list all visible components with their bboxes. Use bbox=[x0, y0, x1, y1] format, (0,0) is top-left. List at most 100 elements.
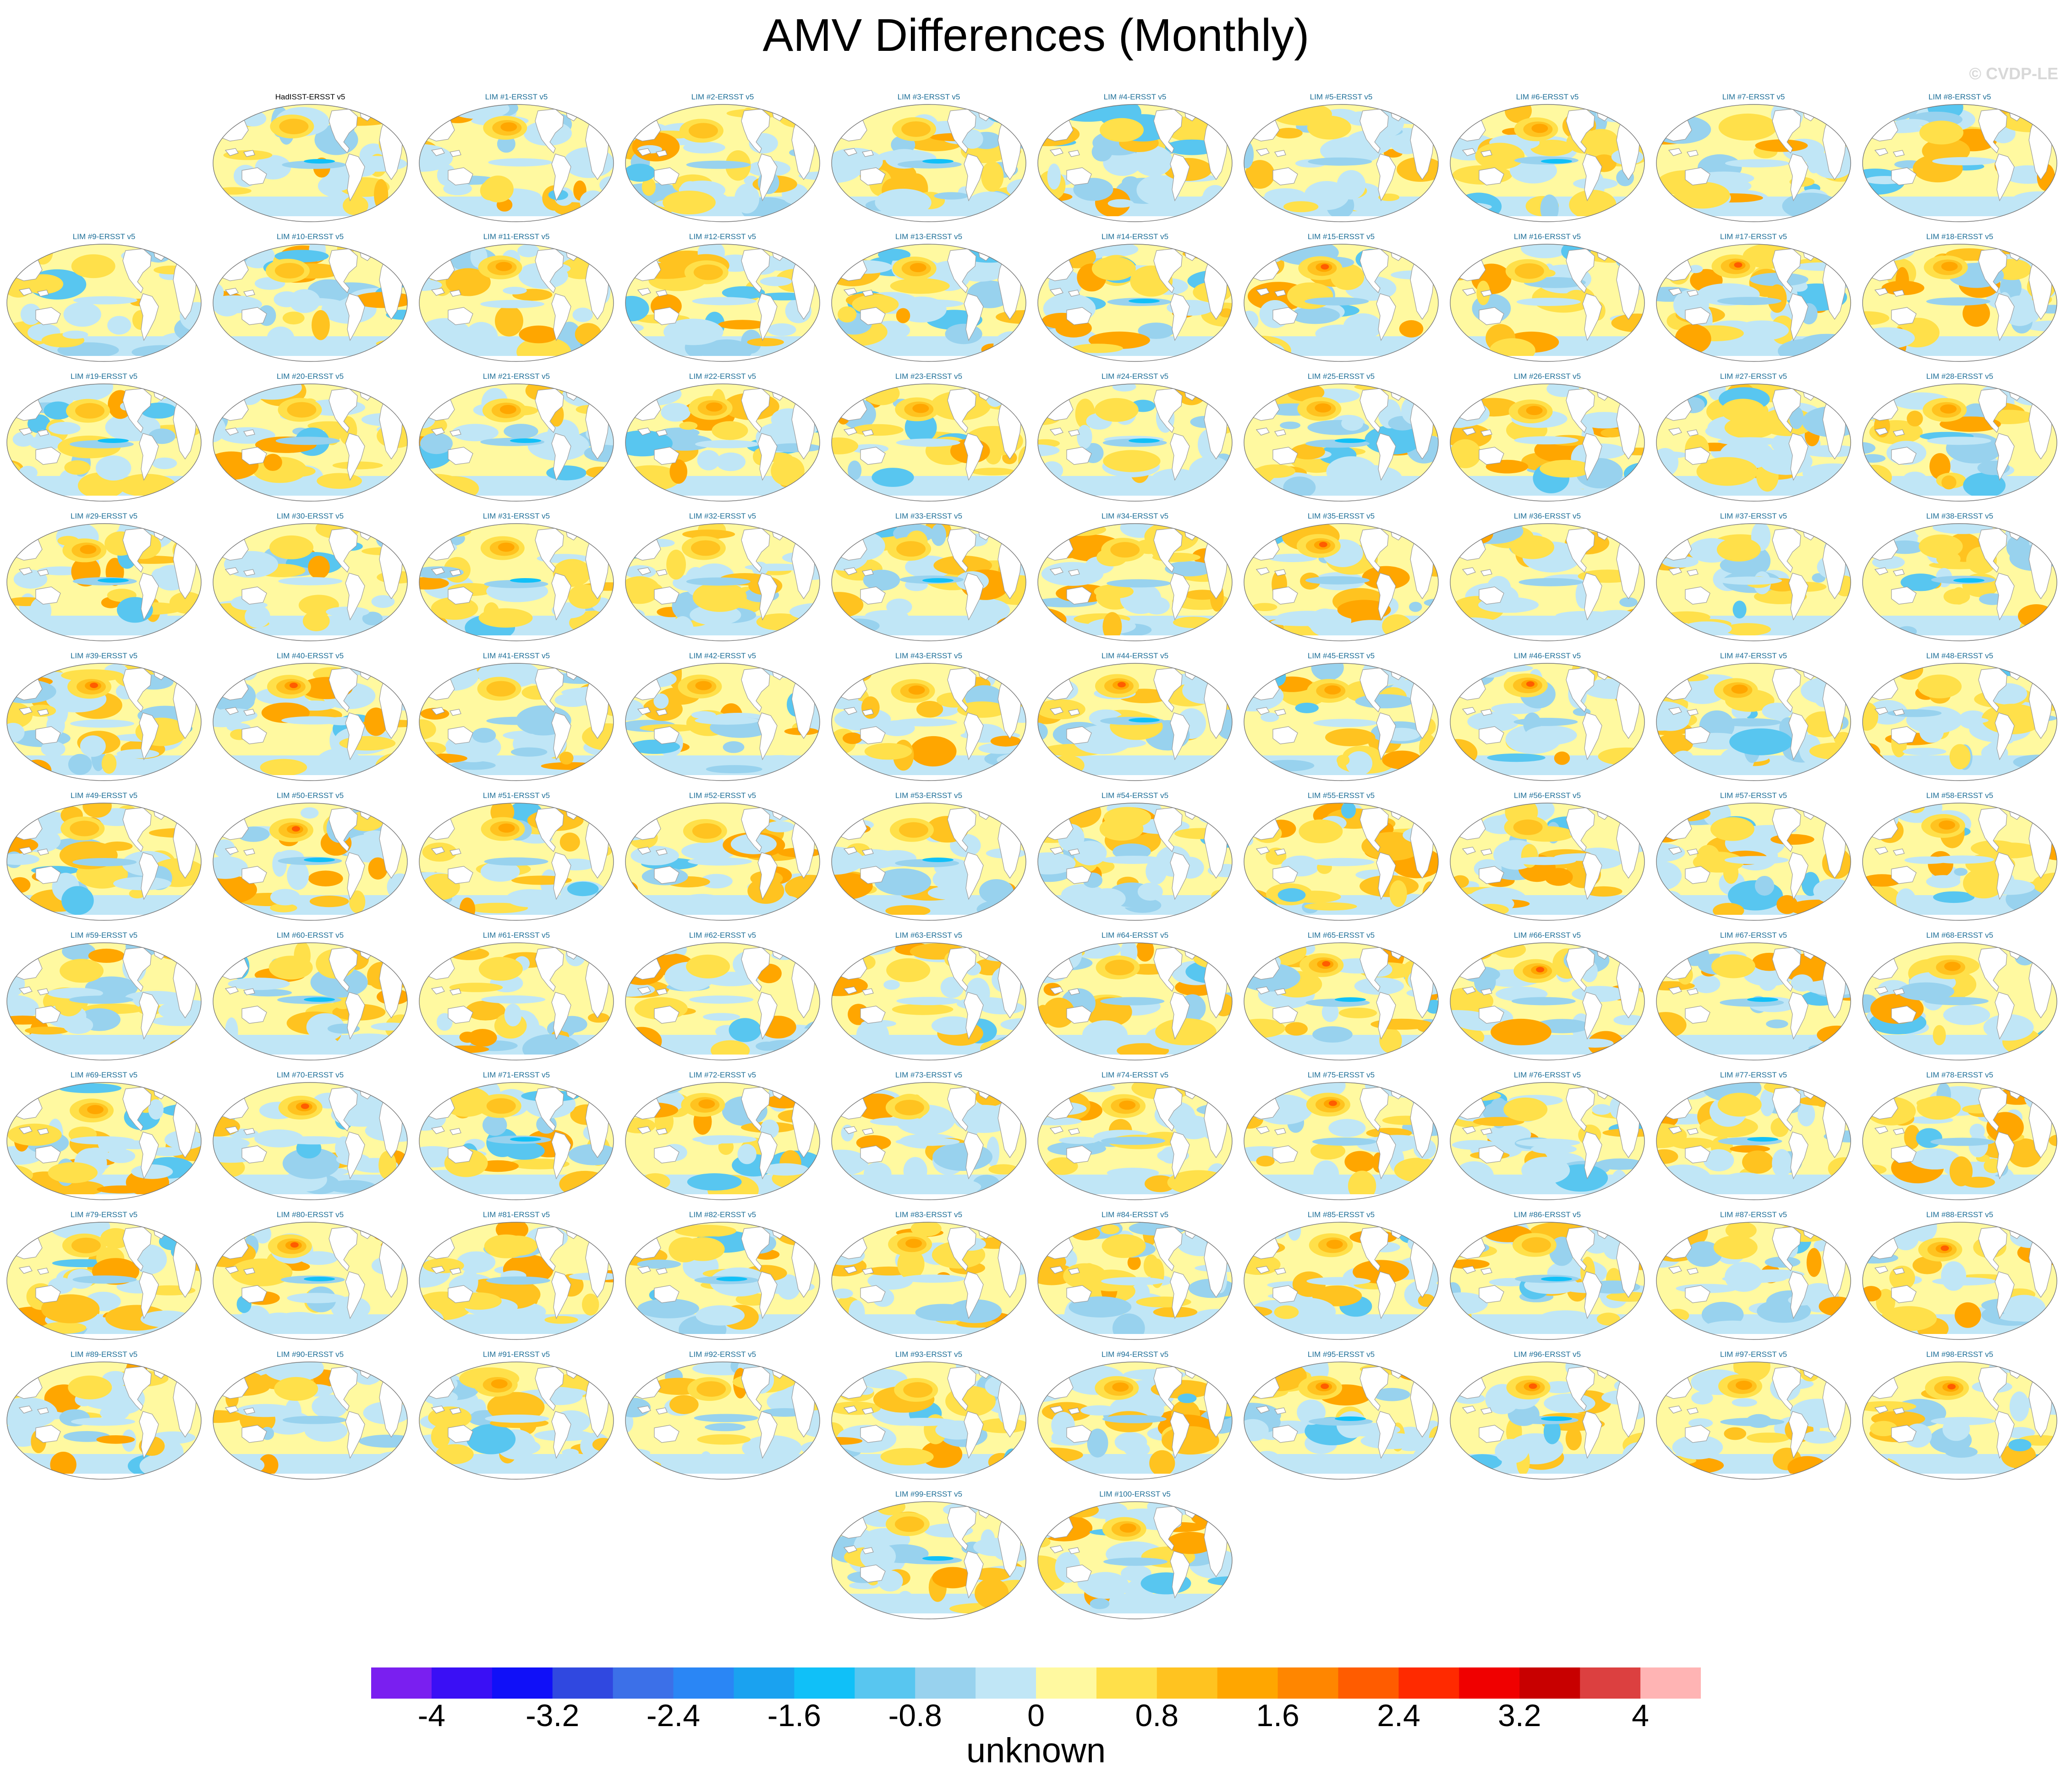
map-panel: LIM #14-ERSST v5 bbox=[1036, 232, 1233, 365]
anomaly-map bbox=[1037, 523, 1233, 641]
colorbar: -4 -3.2 -2.4 -1.6 -0.8 0 0.8 1.6 2.4 3.2 4 bbox=[371, 1667, 1701, 1732]
anomaly-map bbox=[1656, 663, 1851, 781]
map-panel: LIM #80-ERSST v5 bbox=[212, 1210, 409, 1343]
panel-title: LIM #97-ERSST v5 bbox=[1720, 1350, 1787, 1359]
anomaly-map bbox=[1037, 383, 1233, 502]
anomaly-map bbox=[6, 942, 202, 1060]
colorbar-box bbox=[431, 1667, 493, 1699]
panel-title: LIM #27-ERSST v5 bbox=[1720, 372, 1787, 381]
panel-title: LIM #82-ERSST v5 bbox=[689, 1210, 756, 1219]
panel-title: LIM #92-ERSST v5 bbox=[689, 1350, 756, 1359]
panel-title: LIM #94-ERSST v5 bbox=[1101, 1350, 1169, 1359]
colorbar-box bbox=[492, 1667, 553, 1699]
panel-title: LIM #20-ERSST v5 bbox=[276, 372, 344, 381]
map-panel: LIM #7-ERSST v5 bbox=[1655, 93, 1852, 225]
map-panel: LIM #96-ERSST v5 bbox=[1449, 1350, 1646, 1483]
panel-title: LIM #72-ERSST v5 bbox=[689, 1071, 756, 1079]
colorbar-box bbox=[855, 1667, 915, 1699]
anomaly-map bbox=[1244, 1361, 1439, 1480]
anomaly-map bbox=[213, 803, 408, 921]
anomaly-map bbox=[1862, 104, 2057, 222]
anomaly-map bbox=[6, 1082, 202, 1200]
map-panel: LIM #20-ERSST v5 bbox=[212, 372, 409, 505]
anomaly-map bbox=[6, 244, 202, 362]
panel-title: LIM #60-ERSST v5 bbox=[276, 931, 344, 940]
colorbar-tick-label: 2.4 bbox=[1377, 1698, 1420, 1732]
map-panel: LIM #29-ERSST v5 bbox=[5, 512, 203, 645]
map-panel: LIM #73-ERSST v5 bbox=[830, 1071, 1027, 1203]
colorbar-box bbox=[552, 1667, 614, 1699]
map-panel: LIM #76-ERSST v5 bbox=[1449, 1071, 1646, 1203]
anomaly-map bbox=[831, 1222, 1026, 1340]
map-panel: LIM #57-ERSST v5 bbox=[1655, 791, 1852, 924]
panel-title: LIM #48-ERSST v5 bbox=[1926, 651, 1994, 660]
panel-title: LIM #13-ERSST v5 bbox=[895, 232, 963, 241]
map-panel: LIM #22-ERSST v5 bbox=[624, 372, 821, 505]
anomaly-map bbox=[1656, 104, 1851, 222]
panel-title: LIM #95-ERSST v5 bbox=[1307, 1350, 1375, 1359]
panel-title: LIM #78-ERSST v5 bbox=[1926, 1071, 1994, 1079]
anomaly-map bbox=[6, 803, 202, 921]
colorbar-tick-label: 1.6 bbox=[1256, 1698, 1299, 1732]
anomaly-map bbox=[831, 803, 1026, 921]
anomaly-map bbox=[213, 1082, 408, 1200]
panel-title: LIM #51-ERSST v5 bbox=[482, 791, 550, 800]
map-panel: LIM #69-ERSST v5 bbox=[5, 1071, 203, 1203]
anomaly-map bbox=[419, 1222, 614, 1340]
anomaly-map bbox=[1244, 942, 1439, 1060]
anomaly-map bbox=[1037, 1501, 1233, 1619]
panel-title: LIM #38-ERSST v5 bbox=[1926, 512, 1994, 520]
map-panel: LIM #64-ERSST v5 bbox=[1036, 931, 1233, 1064]
panel-title: LIM #25-ERSST v5 bbox=[1307, 372, 1375, 381]
panel-title: LIM #83-ERSST v5 bbox=[895, 1210, 963, 1219]
colorbar-box bbox=[1157, 1667, 1218, 1699]
map-panel: LIM #18-ERSST v5 bbox=[1861, 232, 2058, 365]
colorbar-tick-label: -4 bbox=[418, 1698, 445, 1732]
anomaly-map bbox=[1450, 663, 1645, 781]
anomaly-map bbox=[1450, 104, 1645, 222]
anomaly-map bbox=[625, 1222, 820, 1340]
colorbar-tick-label: 4 bbox=[1632, 1698, 1649, 1732]
panel-title: LIM #4-ERSST v5 bbox=[1103, 93, 1167, 101]
anomaly-map bbox=[1037, 244, 1233, 362]
colorbar-tick-label: -3.2 bbox=[526, 1698, 579, 1732]
anomaly-map bbox=[419, 523, 614, 641]
panel-title: LIM #35-ERSST v5 bbox=[1307, 512, 1375, 520]
panel-title: LIM #7-ERSST v5 bbox=[1722, 93, 1785, 101]
map-panel: LIM #47-ERSST v5 bbox=[1655, 651, 1852, 784]
colorbar-box bbox=[371, 1667, 432, 1699]
anomaly-map bbox=[213, 244, 408, 362]
panel-title: LIM #61-ERSST v5 bbox=[482, 931, 550, 940]
panel-title: LIM #17-ERSST v5 bbox=[1720, 232, 1787, 241]
panel-title: LIM #3-ERSST v5 bbox=[897, 93, 960, 101]
anomaly-map bbox=[831, 104, 1026, 222]
panel-title: LIM #33-ERSST v5 bbox=[895, 512, 963, 520]
anomaly-map bbox=[625, 803, 820, 921]
map-panel: LIM #62-ERSST v5 bbox=[624, 931, 821, 1064]
panel-title: LIM #80-ERSST v5 bbox=[276, 1210, 344, 1219]
panel-title: LIM #6-ERSST v5 bbox=[1516, 93, 1579, 101]
panel-title: LIM #66-ERSST v5 bbox=[1513, 931, 1581, 940]
map-panel: LIM #85-ERSST v5 bbox=[1243, 1210, 1440, 1343]
map-panel: LIM #17-ERSST v5 bbox=[1655, 232, 1852, 365]
colorbar-box bbox=[915, 1667, 976, 1699]
panel-title: LIM #58-ERSST v5 bbox=[1926, 791, 1994, 800]
panel-title: LIM #10-ERSST v5 bbox=[276, 232, 344, 241]
anomaly-map bbox=[625, 663, 820, 781]
colorbar-tick-label: 0 bbox=[1027, 1698, 1045, 1732]
anomaly-map bbox=[1244, 104, 1439, 222]
panel-title: LIM #71-ERSST v5 bbox=[482, 1071, 550, 1079]
colorbar-box bbox=[1640, 1667, 1701, 1699]
map-panel: LIM #84-ERSST v5 bbox=[1036, 1210, 1233, 1343]
colorbar-box bbox=[1036, 1667, 1097, 1699]
anomaly-map bbox=[419, 383, 614, 502]
map-panel: LIM #58-ERSST v5 bbox=[1861, 791, 2058, 924]
colorbar-box bbox=[1338, 1667, 1399, 1699]
panel-title: LIM #67-ERSST v5 bbox=[1720, 931, 1787, 940]
anomaly-map bbox=[1862, 383, 2057, 502]
anomaly-map bbox=[213, 942, 408, 1060]
panel-title: LIM #49-ERSST v5 bbox=[70, 791, 138, 800]
anomaly-map bbox=[1450, 1222, 1645, 1340]
panel-title: LIM #70-ERSST v5 bbox=[276, 1071, 344, 1079]
panel-title: LIM #73-ERSST v5 bbox=[895, 1071, 963, 1079]
